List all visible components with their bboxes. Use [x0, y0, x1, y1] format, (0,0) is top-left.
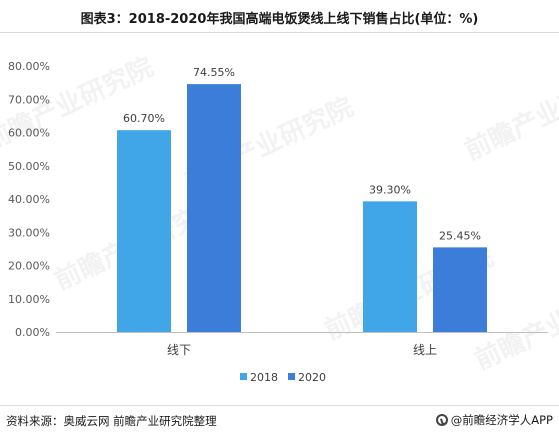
data-label: 25.45%: [439, 229, 481, 242]
y-tick-label: 20.00%: [8, 260, 50, 273]
y-tick-label: 70.00%: [8, 93, 50, 106]
category-label: 线上: [413, 343, 437, 357]
category-label: 线下: [167, 343, 191, 357]
y-tick-label: 60.00%: [8, 127, 50, 140]
y-tick-label: 40.00%: [8, 193, 50, 206]
bar: [187, 84, 241, 332]
y-tick-label: 10.00%: [8, 293, 50, 306]
data-label: 39.30%: [369, 183, 411, 196]
data-label: 74.55%: [193, 66, 235, 79]
brand-mark: @前瞻经济学人APP: [435, 412, 553, 428]
chart-title: 图表3：2018-2020年我国高端电饭煲线上线下销售占比(单位：%): [80, 12, 479, 27]
bar: [363, 201, 417, 332]
bars-layer: [117, 84, 487, 332]
source-note: 资料来源：奥威云网 前瞻产业研究院整理: [6, 414, 217, 428]
footer-divider: [0, 405, 559, 406]
axis-layer: 0.00% 10.00% 20.00% 30.00% 40.00% 50.00% 60.00…: [8, 60, 548, 339]
brand-text: @前瞻经济学人APP: [450, 413, 553, 427]
bar-chart: 前瞻产业研究院前瞻产业研究院前瞻产业研究院前瞻产业研究院前瞻产业研究院前瞻产业研…: [0, 51, 559, 384]
legend: 2018 2020: [240, 371, 326, 384]
watermark-text: 前瞻产业研究院: [460, 61, 559, 166]
legend-swatch: [288, 373, 295, 380]
brand-logo-icon: [435, 414, 448, 426]
y-tick-label: 0.00%: [15, 326, 50, 339]
legend-swatch: [240, 373, 247, 380]
labels-layer: 60.70% 74.55% 线下 39.30% 25.45% 线上: [123, 66, 481, 357]
y-tick-label: 50.00%: [8, 160, 50, 173]
y-tick-label: 30.00%: [8, 226, 50, 239]
legend-label: 2020: [298, 371, 326, 384]
data-label: 60.70%: [123, 112, 165, 125]
bar: [117, 130, 171, 332]
bar: [433, 247, 487, 332]
y-tick-label: 80.00%: [8, 60, 50, 73]
legend-label: 2018: [250, 371, 278, 384]
title-divider: [0, 32, 559, 33]
